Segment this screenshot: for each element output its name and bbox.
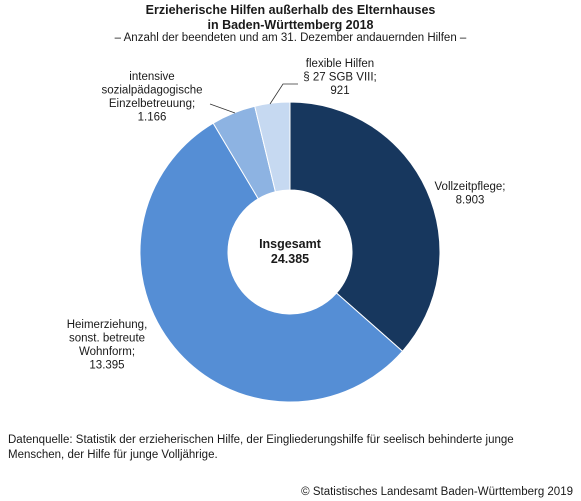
donut-slice-3 — [254, 101, 291, 193]
slice-label-0: Vollzeitpflege; 8.903 — [435, 181, 506, 207]
copyright-note: © Statistisches Landesamt Baden-Württemb… — [301, 486, 573, 498]
leader-line-3 — [269, 83, 298, 105]
donut-slice-1 — [139, 122, 404, 403]
slice-label-3: flexible Hilfen § 27 SGB VIII; 921 — [303, 58, 377, 97]
slice-label-2: intensive sozialpädagogische Einzelbetreuu… — [101, 71, 202, 124]
center-value: 24.385 — [271, 252, 309, 266]
center-label: Insgesamt — [259, 237, 322, 251]
donut-chart: Vollzeitpflege; 8.903 Heimerziehung, sonst.… — [67, 58, 506, 403]
chart-subtitle: – Anzahl der beendeten und am 31. Dezemb… — [114, 32, 467, 44]
chart-title-line1: Erzieherische Hilfen außerhalb des Elter… — [145, 3, 436, 17]
donut-slice-0 — [289, 101, 441, 352]
leader-line-2 — [209, 103, 236, 114]
data-source-note: Datenquelle: Statistik der erzieherische… — [8, 434, 514, 461]
chart-title-line2: in Baden-Württemberg 2018 — [207, 17, 374, 32]
slice-label-1: Heimerziehung, sonst. betreute Wohnform; 13… — [67, 319, 148, 372]
chart-title: Erzieherische Hilfen außerhalb des Elter… — [0, 3, 581, 32]
